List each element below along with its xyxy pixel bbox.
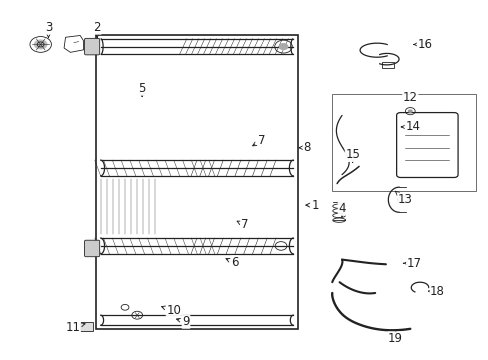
Text: 1: 1	[305, 199, 318, 212]
Text: 11: 11	[65, 320, 85, 333]
Bar	[331, 94, 475, 191]
Text: 14: 14	[401, 121, 419, 134]
Text: 4: 4	[338, 202, 345, 217]
Text: 2: 2	[93, 21, 101, 38]
Bar	[96, 35, 298, 329]
Text: 3: 3	[45, 21, 52, 38]
Text: 9: 9	[176, 315, 189, 328]
Text: 8: 8	[299, 141, 310, 154]
Polygon shape	[80, 322, 93, 330]
Circle shape	[34, 40, 47, 49]
Text: 17: 17	[403, 257, 421, 270]
Text: 12: 12	[402, 91, 417, 104]
Text: 6: 6	[225, 256, 238, 269]
Text: 10: 10	[161, 305, 181, 318]
Text: 19: 19	[387, 331, 402, 345]
FancyBboxPatch shape	[84, 39, 100, 55]
Circle shape	[407, 109, 412, 113]
Text: 5: 5	[138, 82, 145, 96]
Circle shape	[278, 43, 288, 50]
Text: 16: 16	[413, 38, 431, 51]
Text: 18: 18	[427, 285, 444, 298]
Bar	[381, 62, 393, 68]
Text: 15: 15	[345, 148, 360, 162]
Text: 7: 7	[252, 134, 265, 147]
Text: 13: 13	[394, 191, 412, 206]
FancyBboxPatch shape	[84, 240, 100, 257]
Text: 7: 7	[237, 218, 248, 231]
